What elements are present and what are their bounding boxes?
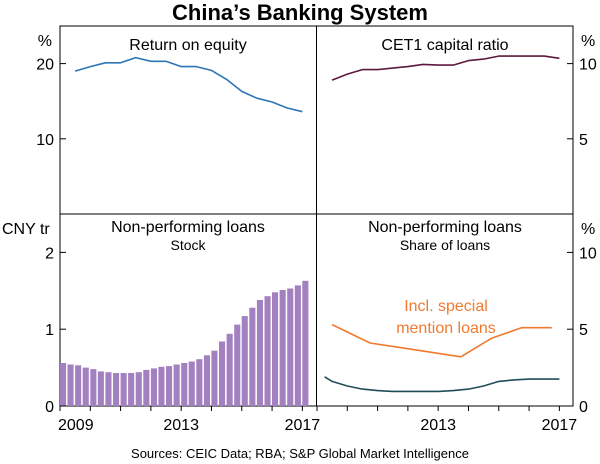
npl-stock-bar-27 <box>264 296 271 406</box>
x-tick-label-right-1: 2013 <box>420 417 456 434</box>
x-tick-label-left-2: 2017 <box>285 417 321 434</box>
npl-stock-bar-2 <box>75 365 82 406</box>
x-tick-label-left-0: 2009 <box>58 417 94 434</box>
npl-stock-bar-5 <box>97 371 104 406</box>
cet1-ytick-label-0: 5 <box>579 132 588 149</box>
cet1-ytick-label-1: 10 <box>579 57 597 74</box>
npl-stock-bar-30 <box>287 288 294 406</box>
npl-stock-bar-12 <box>150 368 157 406</box>
npl-share-series-line <box>324 376 560 393</box>
panel-title-roe: Return on equity <box>129 37 246 54</box>
panel-title-cet1: CET1 capital ratio <box>381 37 508 54</box>
x-tick-label-right-2: 2017 <box>542 417 578 434</box>
npl-stock-bar-14 <box>166 366 173 406</box>
npl-stock-bar-29 <box>279 290 286 406</box>
npl-stock-bar-0 <box>60 363 67 406</box>
npl-stock-bar-10 <box>135 372 142 406</box>
annotation-incl-special-line2: mention loans <box>396 320 496 337</box>
x-tick-label-left-1: 2013 <box>163 417 199 434</box>
npl-stock-ytick-label-2: 2 <box>45 245 54 262</box>
npl-stock-bar-25 <box>249 307 256 406</box>
npl-stock-bar-28 <box>272 292 279 406</box>
panel-subtitle-npl-stock: Stock <box>170 237 206 253</box>
npl-stock-bar-32 <box>302 280 309 406</box>
npl-share-ytick-label-1: 5 <box>579 322 588 339</box>
npl-stock-ytick-label-0: 0 <box>45 399 54 416</box>
panel-title-npl-share: Non-performing loans <box>368 219 522 236</box>
npl-stock-bar-6 <box>105 372 112 406</box>
npl-stock-bar-17 <box>188 361 195 406</box>
roe-ytick-label-1: 20 <box>36 57 54 74</box>
npl-stock-bar-20 <box>211 350 218 406</box>
npl-stock-bar-1 <box>67 364 74 406</box>
source-note: Sources: CEIC Data; RBA; S&P Global Mark… <box>131 446 469 461</box>
npl-stock-bar-7 <box>113 373 120 406</box>
npl-stock-bar-19 <box>203 355 210 406</box>
npl-stock-bar-13 <box>158 366 165 406</box>
panel-subtitle-npl-share: Share of loans <box>400 237 490 253</box>
npl-stock-bar-23 <box>234 324 241 406</box>
npl-stock-bar-31 <box>294 285 301 406</box>
npl-stock-bar-21 <box>219 341 226 406</box>
npl-stock-bar-3 <box>82 367 89 406</box>
npl-stock-bar-26 <box>256 300 263 406</box>
roe-ytick-label-0: 10 <box>36 132 54 149</box>
unit-label-cet1: % <box>581 33 595 50</box>
unit-label-npl-stock: CNY tr <box>2 221 50 238</box>
npl-stock-bar-18 <box>196 359 203 406</box>
unit-label-npl-share: % <box>581 221 595 238</box>
annotation-incl-special-line1: Incl. special <box>404 298 488 315</box>
incl-special-series-line <box>331 323 552 358</box>
cet1-series-line <box>331 55 560 81</box>
npl-stock-bar-4 <box>90 369 97 406</box>
unit-label-roe: % <box>38 33 52 50</box>
roe-series-line <box>74 56 303 113</box>
npl-share-ytick-label-0: 0 <box>579 399 588 416</box>
npl-stock-bar-9 <box>128 373 135 406</box>
npl-stock-bar-15 <box>173 364 180 406</box>
npl-stock-bar-8 <box>120 373 127 406</box>
panel-title-npl-stock: Non-performing loans <box>111 219 265 236</box>
npl-share-ytick-label-2: 10 <box>579 245 597 262</box>
npl-stock-bar-11 <box>143 369 150 406</box>
npl-stock-ytick-label-1: 1 <box>45 322 54 339</box>
npl-stock-bar-22 <box>226 333 233 406</box>
chart-title: China’s Banking System <box>172 0 428 25</box>
npl-stock-bar-16 <box>181 363 188 406</box>
npl-stock-bar-24 <box>241 316 248 406</box>
